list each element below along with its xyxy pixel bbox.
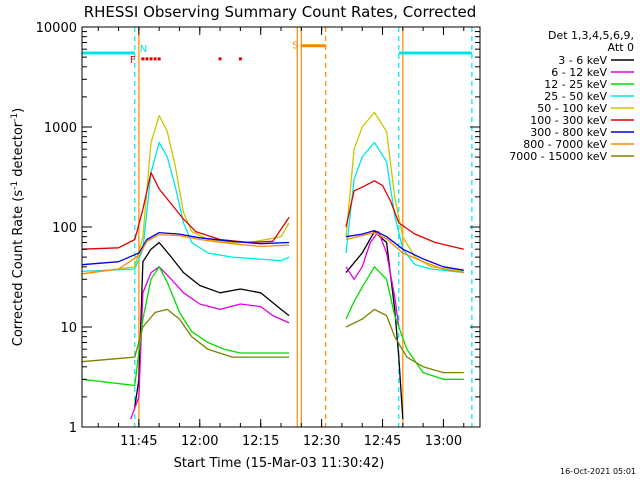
x-tick-label-12:45: 12:45 (364, 434, 401, 449)
series-line-25-50-kev (81, 141, 464, 274)
legend-subtitle: Att 0 (608, 41, 634, 54)
y-tick-label-10: 10 (60, 321, 77, 336)
x-tick-label-11:45: 11:45 (120, 434, 157, 449)
timestamp-stamp: 16-Oct-2021 05:01 (560, 467, 636, 476)
legend-label-7000-15000-kev: 7000 - 15000 keV (509, 150, 607, 163)
f-dot-5 (218, 57, 222, 61)
y-axis-label-main: Corrected Count Rate (s (11, 190, 26, 347)
n-label: N (140, 44, 147, 55)
y-tick-label-1000: 1000 (44, 121, 77, 136)
y-tick-label-1: 1 (69, 421, 77, 436)
y-axis-label-sup-2: -1 (10, 113, 20, 122)
legend-label-50-100-kev: 50 - 100 keV (537, 102, 607, 115)
y-axis-label-sup: -1 (10, 181, 20, 190)
f-dot-2 (149, 57, 153, 61)
chart-title: RHESSI Observing Summary Count Rates, Co… (84, 3, 477, 21)
series-line-6-12-kev (130, 230, 400, 420)
plot-frame (81, 26, 481, 428)
series-line-7000-15000-kev (81, 308, 464, 374)
x-tick-label-12:00: 12:00 (181, 434, 218, 449)
f-dot-3 (153, 57, 157, 61)
series-line-12-25-kev (81, 266, 464, 387)
legend-label-3-6-kev: 3 - 6 keV (558, 54, 607, 67)
f-label: F (130, 55, 136, 66)
x-axis-label: Start Time (15-Mar-03 11:30:42) (174, 456, 385, 471)
svg-text:Corrected Count Rate (s-1 dete: Corrected Count Rate (s-1 detector-1) (10, 108, 26, 346)
x-tick-label-12:30: 12:30 (303, 434, 340, 449)
legend-label-6-12-kev: 6 - 12 keV (551, 66, 607, 79)
y-tick-label-10000: 10000 (36, 21, 77, 36)
y-tick-label-100: 100 (52, 221, 77, 236)
series-line-800-7000-kev (81, 231, 464, 275)
series-line-3-6-kev (134, 230, 404, 420)
s-label: S (292, 41, 298, 52)
f-dot-4 (157, 57, 161, 61)
x-tick-label-12:15: 12:15 (242, 434, 279, 449)
f-dot-6 (238, 57, 242, 61)
legend-label-12-25-kev: 12 - 25 keV (544, 78, 607, 91)
x-tick-label-13:00: 13:00 (425, 434, 462, 449)
legend-label-100-300-kev: 100 - 300 keV (530, 114, 607, 127)
f-dot-1 (145, 57, 149, 61)
plot-area: N S F (81, 27, 473, 427)
y-axis-label-end: ) (11, 108, 26, 113)
legend-title: Det 1,3,4,5,6,9, (548, 29, 634, 42)
legend-label-300-800-kev: 300 - 800 keV (530, 126, 607, 139)
series-line-300-800-kev (81, 229, 464, 271)
f-dot-0 (141, 57, 145, 61)
y-axis-label: Corrected Count Rate (s-1 detector-1) (10, 108, 26, 346)
legend-label-800-7000-kev: 800 - 7000 keV (523, 138, 607, 151)
y-axis-label-mid: detector (11, 121, 26, 181)
axis-ticks: 11:45 12:00 12:15 12:30 12:45 13:00 1 10 100 1000… (36, 21, 480, 449)
legend-label-25-50-kev: 25 - 50 keV (544, 90, 607, 103)
